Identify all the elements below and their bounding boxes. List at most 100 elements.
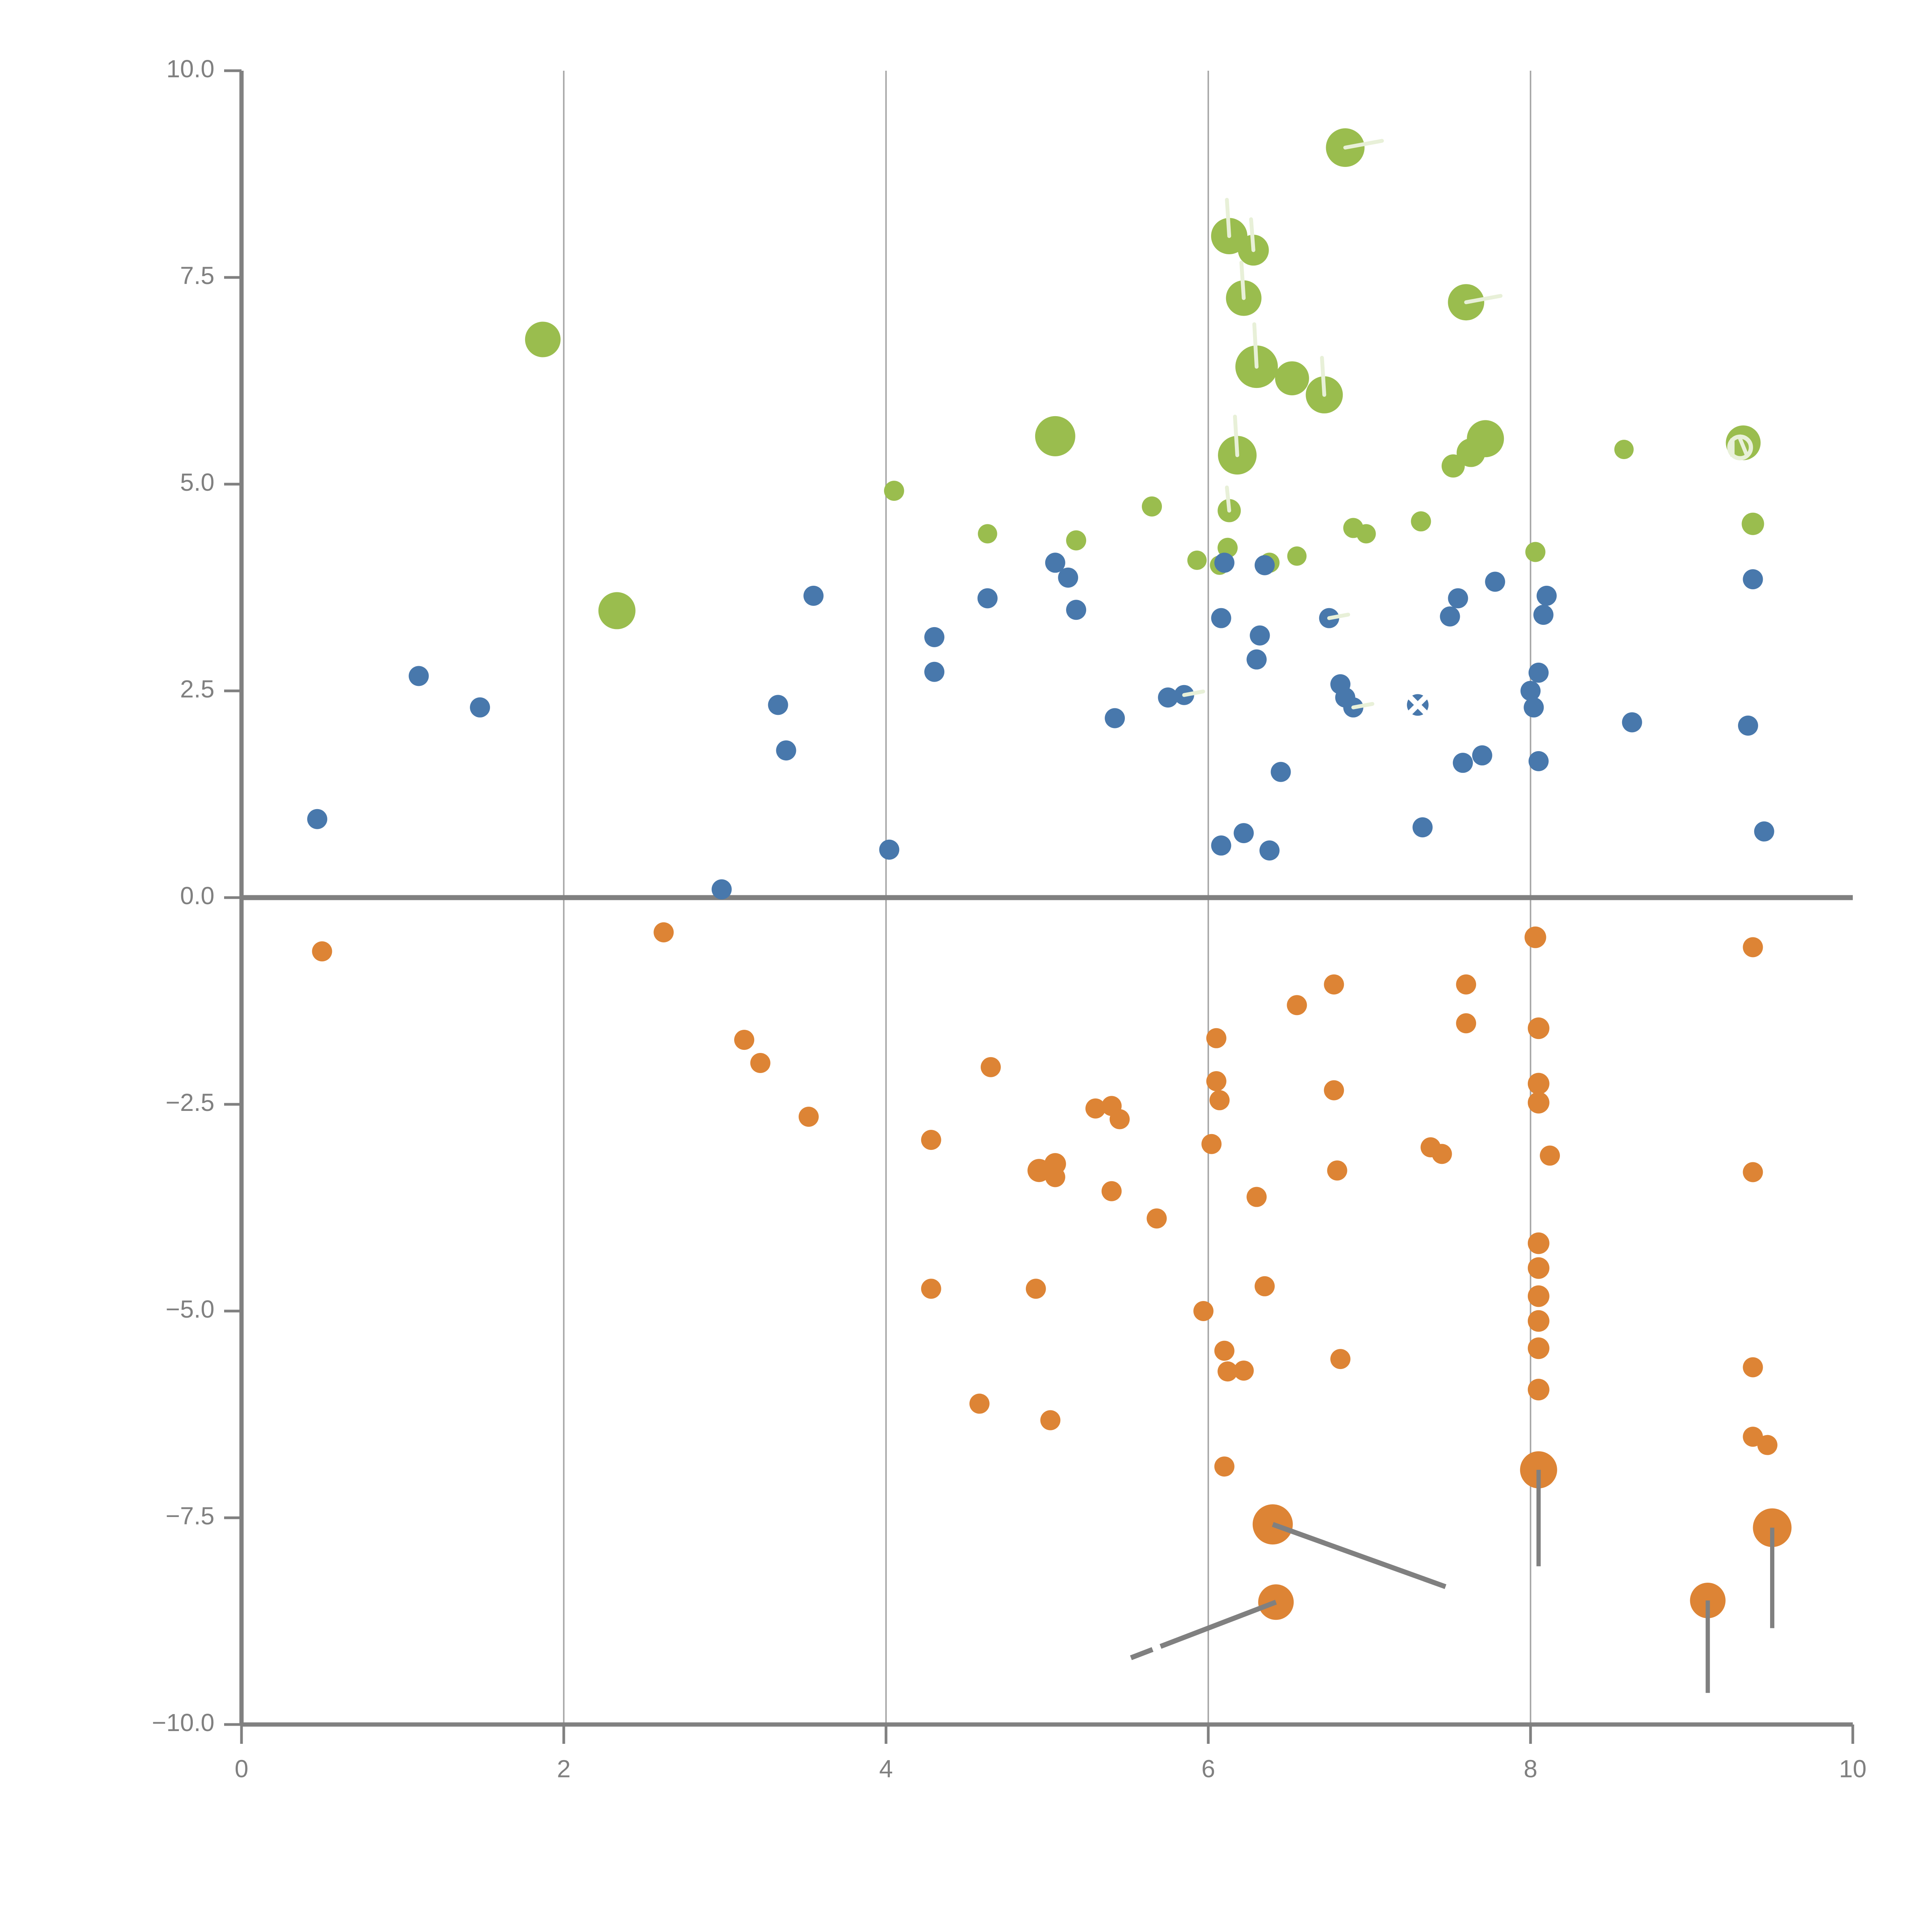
data-point[interactable] bbox=[1440, 606, 1460, 627]
data-point[interactable] bbox=[924, 627, 945, 647]
data-point[interactable] bbox=[924, 662, 945, 682]
data-point[interactable] bbox=[1247, 1187, 1267, 1207]
data-point[interactable] bbox=[921, 1279, 941, 1299]
data-point[interactable] bbox=[525, 321, 561, 357]
data-point[interactable] bbox=[1287, 995, 1307, 1015]
data-point[interactable] bbox=[1058, 567, 1078, 588]
data-point[interactable] bbox=[978, 524, 997, 544]
data-point[interactable] bbox=[1327, 1160, 1347, 1181]
data-point[interactable] bbox=[1109, 1109, 1130, 1129]
data-point[interactable] bbox=[1254, 555, 1275, 575]
data-point[interactable] bbox=[1743, 1162, 1763, 1182]
data-point[interactable] bbox=[879, 839, 900, 860]
data-point[interactable] bbox=[1524, 926, 1546, 948]
data-point[interactable] bbox=[1206, 1071, 1226, 1092]
data-point[interactable] bbox=[921, 1130, 941, 1150]
data-point[interactable] bbox=[1533, 605, 1554, 625]
data-point[interactable] bbox=[1452, 753, 1473, 773]
data-point[interactable] bbox=[1026, 1279, 1046, 1299]
data-point[interactable] bbox=[1520, 681, 1541, 701]
data-point[interactable] bbox=[1540, 1145, 1560, 1166]
data-point[interactable] bbox=[1233, 823, 1254, 844]
data-point[interactable] bbox=[1485, 571, 1505, 592]
data-point[interactable] bbox=[1211, 835, 1231, 856]
data-point[interactable] bbox=[1754, 821, 1774, 842]
data-point[interactable] bbox=[1527, 1017, 1549, 1039]
data-point[interactable] bbox=[1247, 649, 1267, 670]
data-point[interactable] bbox=[1193, 1301, 1214, 1321]
data-point[interactable] bbox=[798, 1107, 819, 1127]
data-point[interactable] bbox=[1066, 600, 1087, 620]
data-point[interactable] bbox=[1743, 569, 1763, 590]
data-point[interactable] bbox=[1101, 1181, 1122, 1201]
data-point[interactable] bbox=[1214, 553, 1235, 573]
data-point[interactable] bbox=[1218, 1361, 1238, 1382]
data-point[interactable] bbox=[969, 1393, 990, 1414]
data-point[interactable] bbox=[312, 941, 332, 962]
data-point[interactable] bbox=[1448, 588, 1468, 609]
data-point[interactable] bbox=[1105, 708, 1125, 728]
data-point[interactable] bbox=[1528, 751, 1549, 771]
data-point[interactable] bbox=[307, 809, 327, 829]
data-point[interactable] bbox=[1214, 1456, 1235, 1477]
data-point[interactable] bbox=[1201, 1134, 1222, 1154]
data-point[interactable] bbox=[1536, 585, 1557, 606]
data-point[interactable] bbox=[1356, 524, 1376, 544]
data-point[interactable] bbox=[1411, 511, 1431, 532]
data-point[interactable] bbox=[1456, 438, 1485, 467]
data-point[interactable] bbox=[1527, 1073, 1549, 1095]
data-point[interactable] bbox=[1214, 1340, 1235, 1361]
data-point[interactable] bbox=[1085, 1098, 1106, 1119]
data-point[interactable] bbox=[1066, 530, 1087, 551]
data-point[interactable] bbox=[1456, 974, 1476, 995]
data-point[interactable] bbox=[1233, 1361, 1254, 1381]
data-point[interactable] bbox=[1525, 542, 1546, 562]
data-point[interactable] bbox=[1527, 1310, 1549, 1332]
data-point[interactable] bbox=[711, 879, 732, 900]
data-point[interactable] bbox=[981, 1057, 1001, 1077]
data-point[interactable] bbox=[1324, 1080, 1344, 1100]
data-point[interactable] bbox=[1524, 697, 1544, 718]
data-point[interactable] bbox=[776, 740, 796, 761]
data-point[interactable] bbox=[1330, 1349, 1350, 1369]
data-point[interactable] bbox=[1142, 496, 1162, 517]
data-point[interactable] bbox=[1035, 416, 1075, 456]
data-point[interactable] bbox=[768, 695, 788, 715]
data-point[interactable] bbox=[1527, 1092, 1549, 1114]
data-point[interactable] bbox=[734, 1030, 755, 1050]
data-point[interactable] bbox=[1527, 1232, 1549, 1254]
data-point[interactable] bbox=[884, 481, 904, 501]
data-point[interactable] bbox=[1254, 1276, 1275, 1296]
data-point[interactable] bbox=[1614, 440, 1634, 459]
data-point[interactable] bbox=[1187, 550, 1207, 570]
data-point[interactable] bbox=[977, 588, 998, 609]
data-point[interactable] bbox=[1738, 715, 1758, 736]
data-point[interactable] bbox=[1528, 662, 1549, 683]
data-point[interactable] bbox=[1250, 625, 1270, 646]
data-point[interactable] bbox=[1527, 1257, 1549, 1279]
data-point[interactable] bbox=[1456, 1013, 1476, 1034]
data-point[interactable] bbox=[1412, 817, 1433, 838]
data-point[interactable] bbox=[470, 697, 490, 718]
data-point[interactable] bbox=[408, 666, 429, 686]
data-point[interactable] bbox=[1259, 840, 1280, 861]
data-point[interactable] bbox=[1757, 1435, 1777, 1455]
data-point[interactable] bbox=[1206, 1028, 1226, 1048]
data-point[interactable] bbox=[1275, 361, 1309, 396]
data-point[interactable] bbox=[1209, 1090, 1230, 1111]
data-point[interactable] bbox=[1040, 1410, 1061, 1430]
data-point[interactable] bbox=[1527, 1285, 1549, 1307]
data-point[interactable] bbox=[598, 592, 636, 629]
data-point[interactable] bbox=[1743, 937, 1763, 957]
data-point[interactable] bbox=[1045, 1167, 1065, 1187]
data-point[interactable] bbox=[1472, 745, 1492, 765]
data-point[interactable] bbox=[1743, 1357, 1763, 1378]
data-point[interactable] bbox=[1287, 546, 1307, 566]
data-point[interactable] bbox=[750, 1053, 770, 1073]
data-point[interactable] bbox=[1527, 1379, 1549, 1401]
data-point[interactable] bbox=[1158, 687, 1178, 708]
data-point[interactable] bbox=[1045, 553, 1065, 573]
data-point[interactable] bbox=[1742, 512, 1764, 535]
data-point[interactable] bbox=[1527, 1337, 1549, 1359]
data-point[interactable] bbox=[1324, 974, 1344, 995]
